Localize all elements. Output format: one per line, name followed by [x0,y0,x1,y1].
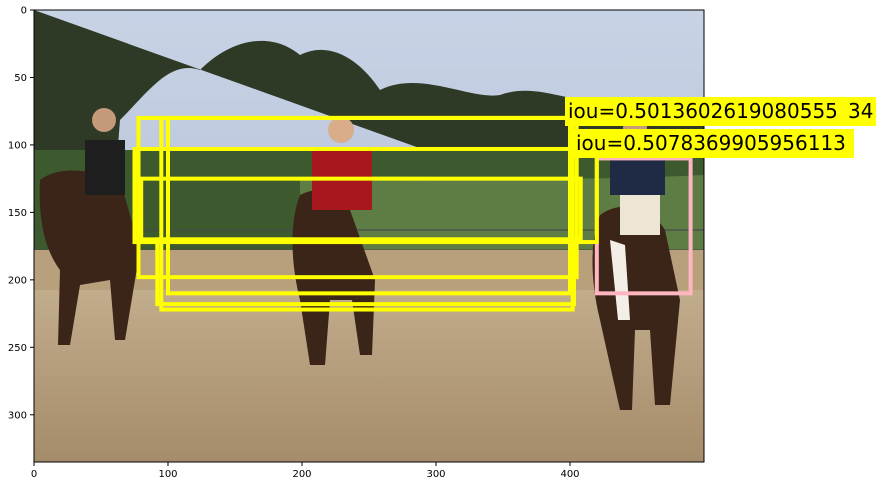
y-tick-label: 0 [21,6,27,17]
iou-label-group-2: iou=0.5078369905956113 [572,129,854,158]
y-tick-label: 300 [8,410,27,421]
y-tick-label: 100 [8,140,27,151]
y-tick-label: 200 [8,275,27,286]
y-tick-label: 150 [8,208,27,219]
x-tick-label: 200 [292,469,311,480]
predicted-box [132,146,599,245]
predicted-box [155,237,577,307]
predicted-box [166,115,572,296]
y-axis: 0 50 100 150 200 250 300 [8,6,34,421]
y-tick-label: 50 [14,73,27,84]
plot-frame [33,9,705,463]
iou-label-hidden-fragment: 34 [848,99,873,123]
horse-riders-photo [34,10,704,462]
iou-label-background-2 [572,129,854,158]
bounding-boxes [132,115,693,312]
x-tick-label: 400 [560,469,579,480]
x-tick-label: 100 [158,469,177,480]
x-axis: 0 100 200 300 400 [31,462,580,480]
iou-label-2: iou=0.5078369905956113 [576,131,846,155]
x-tick-label: 0 [31,469,37,480]
iou-label-1: iou=0.5013602619080555 [568,99,838,123]
iou-label-group-1: 34 iou=0.5013602619080555 [565,97,876,126]
x-tick-label: 300 [426,469,445,480]
y-tick-label: 250 [8,343,27,354]
